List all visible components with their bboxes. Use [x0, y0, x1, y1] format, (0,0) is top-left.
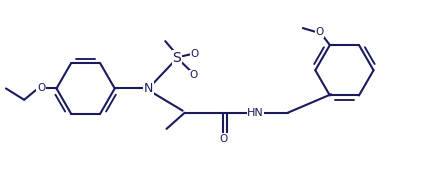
Text: O: O	[316, 27, 324, 37]
Text: O: O	[37, 83, 45, 93]
Text: S: S	[172, 51, 181, 65]
Text: N: N	[144, 82, 153, 95]
Text: O: O	[190, 70, 198, 80]
Text: O: O	[191, 49, 199, 59]
Text: O: O	[219, 134, 227, 144]
Text: HN: HN	[247, 108, 264, 118]
